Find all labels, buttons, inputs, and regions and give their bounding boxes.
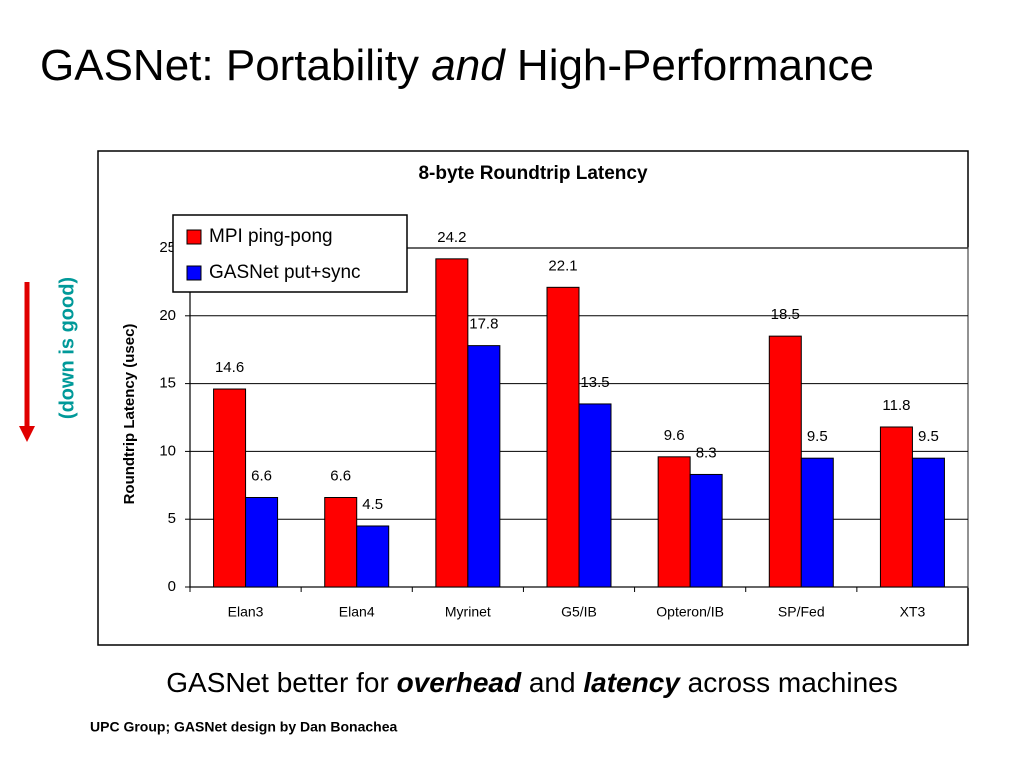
value-label: 11.8 — [882, 397, 910, 414]
caption: GASNet better for overhead and latency a… — [166, 667, 897, 698]
title-part: and — [431, 41, 506, 90]
x-tick-label: G5/IB — [561, 604, 597, 620]
caption-part: and — [521, 667, 583, 698]
arrow-head — [19, 426, 35, 442]
bar — [879, 426, 913, 588]
bar — [689, 473, 723, 588]
value-label: 9.6 — [664, 427, 685, 444]
value-label: 4.5 — [362, 496, 383, 513]
bar — [324, 497, 358, 588]
bar — [546, 286, 580, 588]
x-tick-label: Elan4 — [339, 604, 375, 620]
value-label: 9.5 — [807, 428, 828, 445]
title-part: High-Performance — [505, 41, 874, 90]
bar — [768, 335, 802, 588]
value-label: 22.1 — [548, 257, 577, 274]
bar — [356, 525, 390, 588]
y-tick-label: 0 — [168, 578, 176, 595]
plot: 0 5 10 15 20 25 Elan3 14.6 6.6 Elan4 6.6 4.5 Myrinet… — [159, 214, 969, 620]
legend-swatch — [186, 229, 202, 245]
value-label: 14.6 — [215, 359, 244, 376]
bar — [800, 457, 834, 588]
y-tick-label: 20 — [159, 307, 176, 324]
x-tick-label: SP/Fed — [778, 604, 825, 620]
x-tick-label: XT3 — [900, 604, 926, 620]
legend-swatch — [186, 265, 202, 281]
value-label: 13.5 — [580, 374, 609, 391]
x-tick-label: Elan3 — [228, 604, 264, 620]
value-label: 18.5 — [771, 306, 800, 323]
bar — [467, 345, 501, 588]
x-tick-label: Myrinet — [445, 604, 491, 620]
legend-box — [172, 214, 408, 293]
bar — [435, 258, 469, 588]
value-label: 24.2 — [437, 229, 466, 246]
legend-label: MPI ping-pong — [209, 226, 333, 247]
value-label: 6.6 — [330, 467, 351, 484]
bar — [213, 388, 247, 588]
x-tick-label: Opteron/IB — [656, 604, 724, 620]
y-tick-label: 10 — [159, 442, 176, 459]
y-axis-label: Roundtrip Latency (usec) — [121, 324, 138, 505]
caption-part: latency — [583, 667, 681, 698]
side-note: (down is good) — [56, 277, 78, 419]
caption-part: across machines — [680, 667, 898, 698]
slide-title: GASNet: Portability and High-Performance — [40, 41, 874, 90]
bar — [245, 497, 279, 588]
value-label: 9.5 — [918, 428, 939, 445]
y-tick-label: 25 — [159, 239, 176, 256]
caption-part: GASNet better for — [166, 667, 396, 698]
value-label: 6.6 — [251, 467, 272, 484]
legend-label: GASNet put+sync — [209, 262, 361, 283]
chart-title: 8-byte Roundtrip Latency — [418, 163, 648, 184]
value-label: 17.8 — [469, 316, 498, 333]
value-label: 8.3 — [696, 444, 717, 461]
y-tick-label: 5 — [168, 510, 176, 527]
title-part: GASNet: Portability — [40, 41, 431, 90]
footer: UPC Group; GASNet design by Dan Bonachea — [90, 719, 397, 735]
bar — [657, 456, 691, 588]
caption-part: overhead — [397, 667, 522, 698]
bar — [578, 403, 612, 588]
y-tick-label: 15 — [159, 375, 176, 392]
bar — [911, 457, 945, 588]
